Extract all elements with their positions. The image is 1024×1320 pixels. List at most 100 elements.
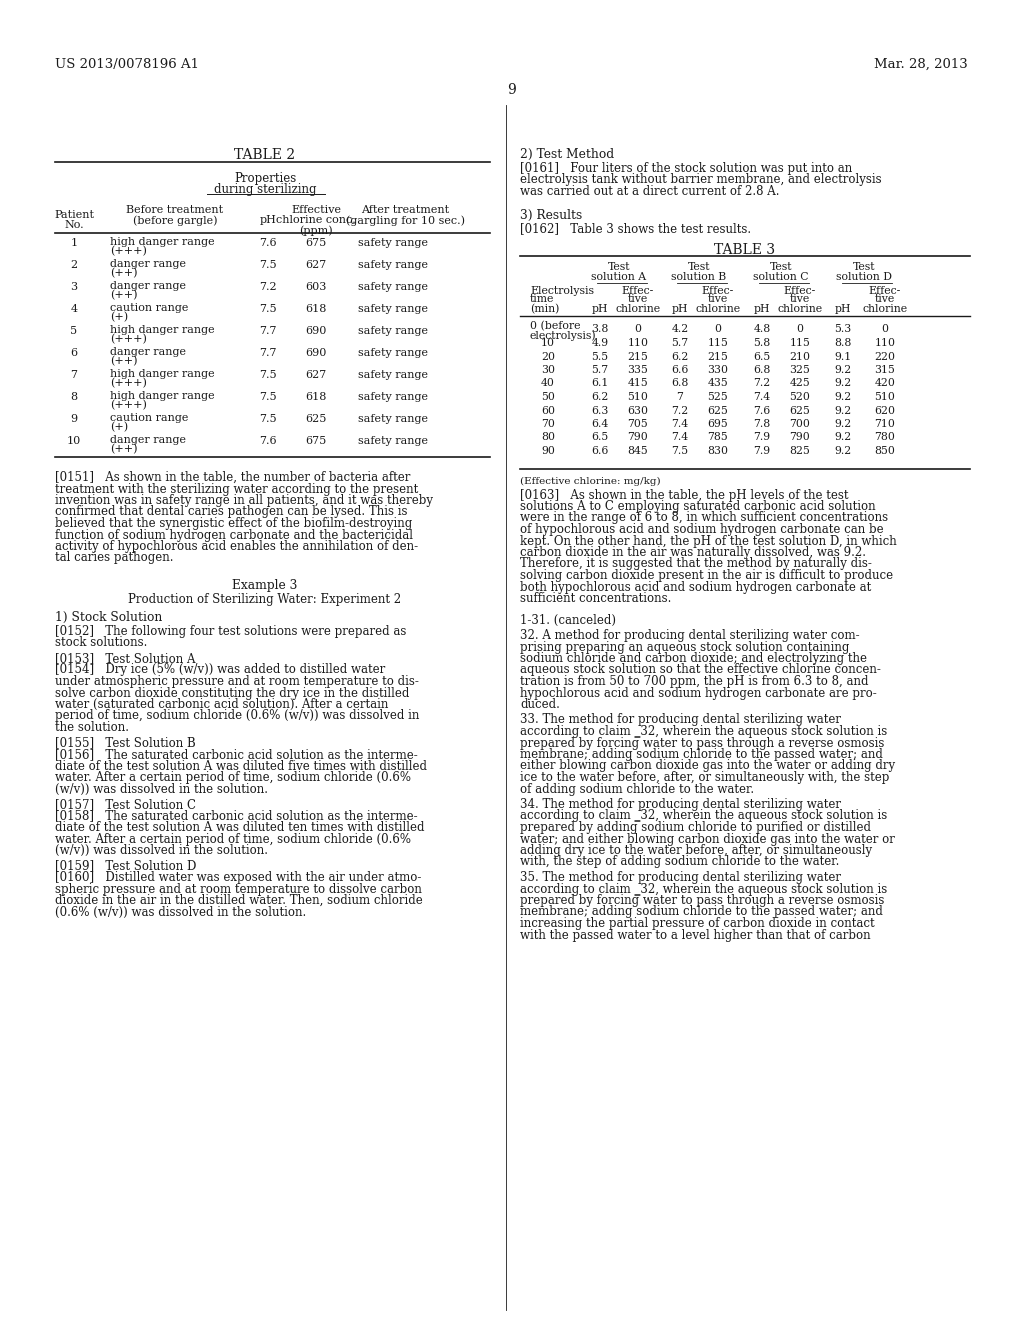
Text: was carried out at a direct current of 2.8 A.: was carried out at a direct current of 2…: [520, 185, 779, 198]
Text: 510: 510: [628, 392, 648, 403]
Text: 415: 415: [628, 379, 648, 388]
Text: pH: pH: [672, 304, 688, 314]
Text: [0154]   Dry ice (5% (w/v)) was added to distilled water: [0154] Dry ice (5% (w/v)) was added to d…: [55, 664, 385, 676]
Text: Effec-: Effec-: [701, 285, 734, 296]
Text: solution D: solution D: [836, 272, 892, 281]
Text: 625: 625: [708, 405, 728, 416]
Text: (Effective chlorine: mg/kg): (Effective chlorine: mg/kg): [520, 477, 660, 486]
Text: 220: 220: [874, 351, 896, 362]
Text: tive: tive: [874, 294, 895, 305]
Text: chlorine: chlorine: [777, 304, 822, 314]
Text: (+): (+): [110, 422, 128, 433]
Text: 6.4: 6.4: [592, 418, 608, 429]
Text: 6.2: 6.2: [591, 392, 608, 403]
Text: Patient: Patient: [54, 210, 94, 220]
Text: sufficient concentrations.: sufficient concentrations.: [520, 591, 672, 605]
Text: 0: 0: [882, 323, 889, 334]
Text: 9.2: 9.2: [835, 405, 852, 416]
Text: solution A: solution A: [592, 272, 646, 281]
Text: 790: 790: [790, 433, 810, 442]
Text: 625: 625: [790, 405, 810, 416]
Text: 33. The method for producing dental sterilizing water: 33. The method for producing dental ster…: [520, 714, 841, 726]
Text: of adding sodium chloride to the water.: of adding sodium chloride to the water.: [520, 783, 754, 796]
Text: 6.8: 6.8: [672, 379, 689, 388]
Text: stock solutions.: stock solutions.: [55, 636, 147, 649]
Text: 0: 0: [797, 323, 804, 334]
Text: 630: 630: [628, 405, 648, 416]
Text: the solution.: the solution.: [55, 721, 129, 734]
Text: during sterilizing: during sterilizing: [214, 183, 316, 195]
Text: 620: 620: [874, 405, 896, 416]
Text: safety range: safety range: [358, 414, 428, 424]
Text: 7.2: 7.2: [672, 405, 688, 416]
Text: 20: 20: [541, 351, 555, 362]
Text: 603: 603: [305, 282, 327, 292]
Text: prepared by adding sodium chloride to purified or distilled: prepared by adding sodium chloride to pu…: [520, 821, 871, 834]
Text: with, the step of adding sodium chloride to the water.: with, the step of adding sodium chloride…: [520, 855, 840, 869]
Text: dioxide in the air in the distilled water. Then, sodium chloride: dioxide in the air in the distilled wate…: [55, 894, 423, 907]
Text: 618: 618: [305, 392, 327, 403]
Text: 1) Stock Solution: 1) Stock Solution: [55, 611, 163, 624]
Text: 7.5: 7.5: [259, 392, 276, 403]
Text: duced.: duced.: [520, 698, 560, 711]
Text: Before treatment: Before treatment: [126, 205, 223, 215]
Text: tive: tive: [790, 294, 810, 305]
Text: (before gargle): (before gargle): [133, 215, 217, 226]
Text: diate of the test solution A was diluted ten times with distilled: diate of the test solution A was diluted…: [55, 821, 425, 834]
Text: membrane; adding sodium chloride to the passed water; and: membrane; adding sodium chloride to the …: [520, 906, 883, 919]
Text: chlorine: chlorine: [862, 304, 907, 314]
Text: Effective: Effective: [291, 205, 341, 215]
Text: pH: pH: [754, 304, 770, 314]
Text: 4.8: 4.8: [754, 323, 771, 334]
Text: 7.7: 7.7: [259, 348, 276, 358]
Text: 3) Results: 3) Results: [520, 209, 583, 222]
Text: 425: 425: [790, 379, 810, 388]
Text: 8.8: 8.8: [835, 338, 852, 348]
Text: 850: 850: [874, 446, 895, 455]
Text: 5.8: 5.8: [754, 338, 771, 348]
Text: 7.8: 7.8: [754, 418, 771, 429]
Text: believed that the synergistic effect of the biofilm-destroying: believed that the synergistic effect of …: [55, 517, 413, 531]
Text: 2: 2: [71, 260, 78, 271]
Text: 1-31. (canceled): 1-31. (canceled): [520, 614, 616, 627]
Text: pH: pH: [259, 215, 276, 224]
Text: according to claim ‗32, wherein the aqueous stock solution is: according to claim ‗32, wherein the aque…: [520, 725, 887, 738]
Text: 7.4: 7.4: [672, 418, 688, 429]
Text: 6.6: 6.6: [591, 446, 608, 455]
Text: 7: 7: [677, 392, 683, 403]
Text: 5.3: 5.3: [835, 323, 852, 334]
Text: water (saturated carbonic acid solution). After a certain: water (saturated carbonic acid solution)…: [55, 698, 388, 711]
Text: 6.6: 6.6: [672, 366, 689, 375]
Text: 845: 845: [628, 446, 648, 455]
Text: 420: 420: [874, 379, 895, 388]
Text: (min): (min): [530, 304, 559, 314]
Text: 80: 80: [541, 433, 555, 442]
Text: 6.3: 6.3: [591, 405, 608, 416]
Text: After treatment: After treatment: [360, 205, 450, 215]
Text: 7.5: 7.5: [672, 446, 688, 455]
Text: 520: 520: [790, 392, 810, 403]
Text: (++): (++): [110, 290, 137, 301]
Text: both hypochlorous acid and sodium hydrogen carbonate at: both hypochlorous acid and sodium hydrog…: [520, 581, 871, 594]
Text: danger range: danger range: [110, 281, 186, 290]
Text: 10: 10: [541, 338, 555, 348]
Text: 115: 115: [790, 338, 810, 348]
Text: 5.7: 5.7: [592, 366, 608, 375]
Text: safety range: safety range: [358, 304, 428, 314]
Text: 7.5: 7.5: [259, 370, 276, 380]
Text: [0156]   The saturated carbonic acid solution as the interme-: [0156] The saturated carbonic acid solut…: [55, 748, 418, 762]
Text: solving carbon dioxide present in the air is difficult to produce: solving carbon dioxide present in the ai…: [520, 569, 893, 582]
Text: tration is from 50 to 700 ppm, the pH is from 6.3 to 8, and: tration is from 50 to 700 ppm, the pH is…: [520, 675, 868, 688]
Text: 9.2: 9.2: [835, 446, 852, 455]
Text: danger range: danger range: [110, 347, 186, 356]
Text: 9.2: 9.2: [835, 379, 852, 388]
Text: (0.6% (w/v)) was dissolved in the solution.: (0.6% (w/v)) was dissolved in the soluti…: [55, 906, 306, 919]
Text: treatment with the sterilizing water according to the present: treatment with the sterilizing water acc…: [55, 483, 418, 495]
Text: 700: 700: [790, 418, 810, 429]
Text: (+++): (+++): [110, 334, 146, 345]
Text: (++): (++): [110, 356, 137, 367]
Text: high danger range: high danger range: [110, 391, 215, 401]
Text: aqueous stock solution so that the effective chlorine concen-: aqueous stock solution so that the effec…: [520, 664, 881, 676]
Text: Test: Test: [853, 261, 876, 272]
Text: Electrolysis: Electrolysis: [530, 285, 594, 296]
